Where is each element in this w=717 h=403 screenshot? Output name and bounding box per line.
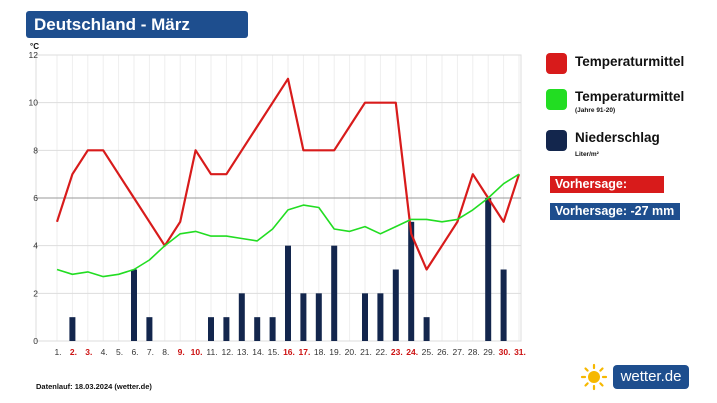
x-tick-label: 8. xyxy=(162,347,169,357)
x-tick-label: 16. xyxy=(283,347,295,357)
x-tick-label: 22. xyxy=(375,347,387,357)
precip-bar xyxy=(485,198,492,341)
precip-bar xyxy=(285,245,291,341)
x-tick-label: 25. xyxy=(422,347,434,357)
precip-bar xyxy=(331,245,338,341)
green-square-icon xyxy=(546,89,567,110)
legend-precip: Niederschlag Liter/m² xyxy=(546,130,660,159)
precip-bar xyxy=(500,269,507,341)
logo-text: wetter.de xyxy=(613,365,689,389)
precip-bar xyxy=(315,293,322,341)
x-tick-label: 23. xyxy=(391,347,403,357)
legend-precip-sub: Liter/m² xyxy=(575,151,599,158)
precip-bar xyxy=(269,317,276,341)
x-tick-label: 20. xyxy=(345,347,357,357)
footer-text: Datenlauf: 18.03.2024 (wetter.de) xyxy=(36,382,152,391)
y-tick-label: 10 xyxy=(29,98,39,108)
legend-avg: Temperaturmittel (Jahre 91-20) xyxy=(546,89,684,115)
sun-icon xyxy=(580,363,608,391)
legend-temp: Temperaturmittel xyxy=(546,53,684,74)
red-square-icon xyxy=(546,53,567,74)
x-tick-label: 7. xyxy=(147,347,154,357)
x-tick-label: 19. xyxy=(329,347,341,357)
y-tick-label: 6 xyxy=(33,193,38,203)
x-tick-label: 5. xyxy=(116,347,123,357)
precip-bar xyxy=(146,317,153,341)
legend-temp-label: Temperaturmittel xyxy=(575,54,685,69)
legend-avg-sub: (Jahre 91-20) xyxy=(575,107,616,114)
x-tick-label: 27. xyxy=(452,347,464,357)
x-tick-label: 10. xyxy=(191,347,203,357)
x-tick-label: 3. xyxy=(85,347,92,357)
precip-bar xyxy=(69,317,76,341)
legend-avg-label: Temperaturmittel xyxy=(575,89,685,104)
y-tick-label: 2 xyxy=(33,288,38,298)
x-tick-label: 28. xyxy=(468,347,480,357)
x-tick-label: 31. xyxy=(514,347,526,357)
x-tick-label: 4. xyxy=(101,347,108,357)
precip-bar xyxy=(423,317,430,341)
temp-line xyxy=(55,77,521,271)
x-tick-label: 13. xyxy=(237,347,249,357)
x-tick-label: 21. xyxy=(360,347,372,357)
avg-temp-line xyxy=(56,173,520,278)
y-tick-label: 0 xyxy=(33,336,38,346)
x-tick-label: 9. xyxy=(178,347,185,357)
x-tick-label: 24. xyxy=(406,347,418,357)
legend-precip-label: Niederschlag xyxy=(575,130,660,145)
x-tick-label: 29. xyxy=(483,347,495,357)
x-tick-label: 6. xyxy=(131,347,138,357)
page-title: Deutschland - März xyxy=(26,11,248,38)
y-tick-label: 8 xyxy=(33,145,38,155)
precip-bar xyxy=(238,293,245,341)
precip-bar xyxy=(254,317,261,341)
x-tick-label: 17. xyxy=(298,347,310,357)
x-tick-label: 12. xyxy=(221,347,233,357)
forecast-temp: Vorhersage: +2.4° xyxy=(550,176,664,208)
x-tick-label: 26. xyxy=(437,347,449,357)
precip-bar xyxy=(392,269,399,341)
x-tick-label: 15. xyxy=(268,347,280,357)
x-tick-label: 1. xyxy=(54,347,61,357)
x-tick-label: 11. xyxy=(206,347,217,357)
navy-square-icon xyxy=(546,130,567,151)
x-tick-label: 18. xyxy=(314,347,326,357)
precip-bar xyxy=(131,269,137,341)
precip-bar xyxy=(377,293,384,341)
precip-bar xyxy=(300,293,307,341)
forecast-precip: Vorhersage: -27 mm xyxy=(550,203,680,220)
wetter-logo[interactable]: wetter.de xyxy=(579,363,691,391)
x-tick-label: 2. xyxy=(70,347,77,357)
precip-bar xyxy=(408,221,415,341)
precip-bar xyxy=(208,317,214,341)
y-tick-label: 12 xyxy=(29,50,39,60)
precip-bar xyxy=(223,317,230,341)
precip-bar xyxy=(362,293,368,341)
x-tick-label: 14. xyxy=(252,347,264,357)
x-tick-label: 30. xyxy=(499,347,511,357)
y-tick-label: 4 xyxy=(33,241,38,251)
y-axis-unit: °C xyxy=(30,42,39,51)
